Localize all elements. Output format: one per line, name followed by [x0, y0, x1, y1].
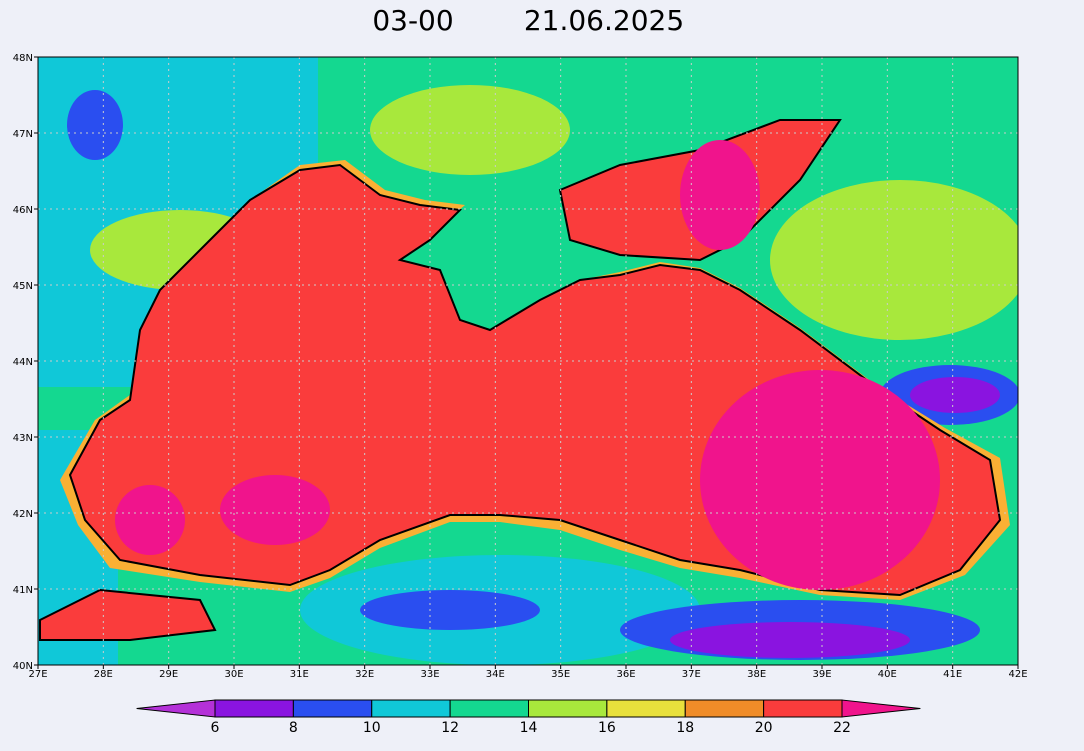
field-patch: [700, 370, 940, 590]
x-tick-label: 41E: [943, 669, 962, 680]
colorbar-box: [684, 699, 765, 718]
title-date: 21.06.2025: [524, 4, 684, 37]
y-tick-label: 46N: [13, 205, 33, 216]
x-tick-label: 31E: [290, 669, 309, 680]
colorbar-label: 12: [441, 720, 459, 736]
x-tick-label: 27E: [28, 669, 47, 680]
colorbar-label: 6: [211, 720, 220, 736]
colorbar-label: 10: [363, 720, 381, 736]
field-patch: [370, 85, 570, 175]
y-tick-label: 41N: [13, 585, 33, 596]
y-tick-label: 44N: [13, 357, 33, 368]
x-tick-label: 32E: [355, 669, 374, 680]
x-tick-label: 34E: [486, 669, 505, 680]
colorbar-box: [214, 699, 294, 718]
x-tick-label: 42E: [1008, 669, 1027, 680]
x-tick-label: 38E: [747, 669, 766, 680]
colorbar-label: 16: [598, 720, 616, 736]
colorbar: 6 8 10 12 14 16 18 20 22: [136, 699, 921, 736]
colorbar-label: 14: [520, 720, 538, 736]
colorbar-box: [449, 699, 529, 718]
field: [38, 57, 1018, 665]
y-tick-label: 48N: [13, 53, 33, 64]
ticks: 27E 28E 29E 30E 31E 32E 33E 34E 35E 36E 37E 38E 39E 4…: [13, 53, 1028, 680]
colorbar-label: 22: [833, 720, 851, 736]
field-patch: [220, 475, 330, 545]
colorbar-box: [606, 699, 686, 718]
field-patch: [670, 622, 910, 658]
x-tick-label: 37E: [682, 669, 701, 680]
x-tick-label: 30E: [224, 669, 243, 680]
marmara-sea: [39, 588, 217, 641]
y-tick-label: 40N: [13, 661, 33, 672]
x-tick-label: 29E: [159, 669, 178, 680]
y-tick-label: 42N: [13, 509, 33, 520]
x-tick-label: 40E: [878, 669, 897, 680]
colorbar-label: 8: [289, 720, 298, 736]
field-patch: [360, 590, 540, 630]
y-tick-label: 47N: [13, 129, 33, 140]
field-patch: [680, 140, 760, 250]
field-patch: [770, 180, 1018, 340]
x-tick-label: 33E: [420, 669, 439, 680]
x-tick-label: 39E: [812, 669, 831, 680]
title-time: 03-00: [372, 4, 453, 37]
x-tick-label: 28E: [94, 669, 113, 680]
colorbar-label: 18: [676, 720, 694, 736]
grid: [38, 57, 1018, 665]
field-patch: [910, 377, 1000, 413]
y-tick-label: 43N: [13, 433, 33, 444]
x-tick-label: 35E: [551, 669, 570, 680]
colorbar-box: [763, 699, 843, 718]
colorbar-box: [292, 699, 373, 718]
colorbar-under: [136, 699, 216, 718]
field-patch: [67, 90, 123, 160]
field-patch: [115, 485, 185, 555]
y-tick-label: 45N: [13, 281, 33, 292]
colorbar-box: [528, 699, 608, 718]
colorbar-over: [841, 699, 921, 718]
colorbar-box: [371, 699, 451, 718]
colorbar-label: 20: [755, 720, 773, 736]
x-tick-label: 36E: [616, 669, 635, 680]
